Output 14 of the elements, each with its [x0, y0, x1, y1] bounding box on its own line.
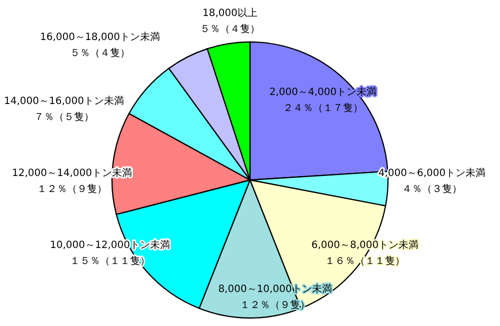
slice-label: 2,000～4,000トン未満 — [269, 86, 377, 98]
slice-label: 16,000～18,000トン未満 — [40, 31, 160, 43]
data-label: ４％（３隻） — [402, 183, 462, 195]
data-label: １２％（９隻） — [240, 299, 310, 311]
slice-label: 8,000～10,000トン未満 — [218, 283, 332, 295]
data-label: １２％（９隻） — [37, 183, 107, 195]
data-label: ５％（４隻） — [200, 23, 260, 35]
data-label: ５％（４隻） — [70, 47, 130, 59]
data-label: ２４％（１７隻） — [283, 102, 363, 114]
data-label: １５％（１１隻） — [70, 255, 150, 267]
slice-label: 18,000以上 — [202, 7, 258, 19]
slice-label: 14,000～16,000トン未満 — [4, 95, 124, 107]
data-label: １６％（１１隻） — [325, 255, 405, 267]
data-label: ７％（５隻） — [34, 111, 94, 123]
